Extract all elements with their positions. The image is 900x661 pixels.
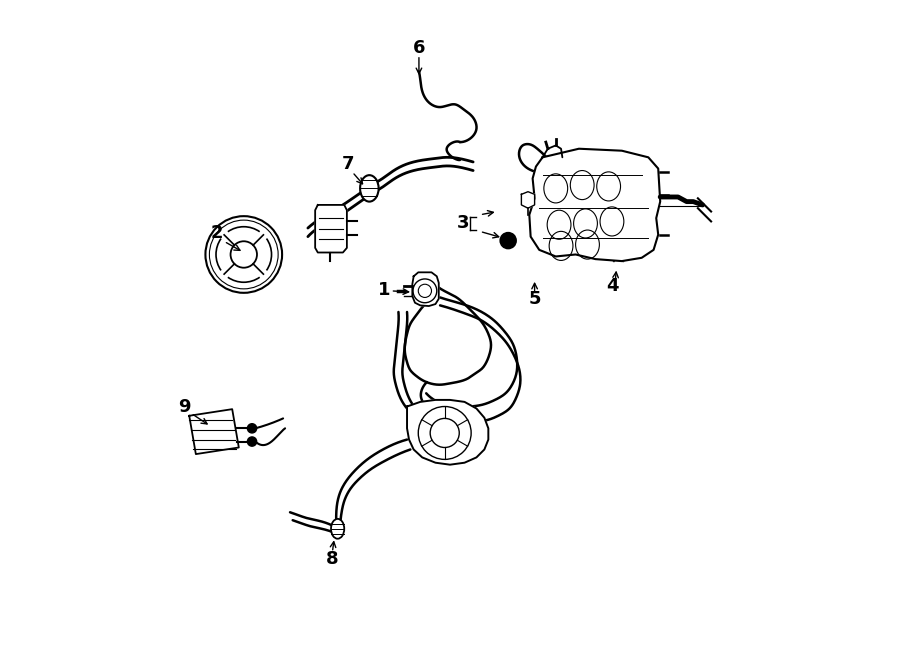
Circle shape [248,437,256,446]
Text: 1: 1 [378,280,391,299]
Text: 6: 6 [413,38,425,57]
Polygon shape [315,205,346,253]
Polygon shape [521,192,535,208]
Polygon shape [189,409,239,454]
Text: 3: 3 [457,214,470,233]
Text: 4: 4 [606,276,618,295]
Circle shape [248,424,256,433]
Polygon shape [412,272,439,306]
Text: 9: 9 [178,397,191,416]
Circle shape [500,233,516,249]
Polygon shape [529,149,661,261]
Text: 7: 7 [341,155,354,173]
Ellipse shape [331,519,344,539]
Text: 2: 2 [211,223,223,242]
Ellipse shape [360,175,379,202]
Polygon shape [407,400,489,465]
Text: 5: 5 [528,290,541,308]
Text: 8: 8 [326,549,338,568]
